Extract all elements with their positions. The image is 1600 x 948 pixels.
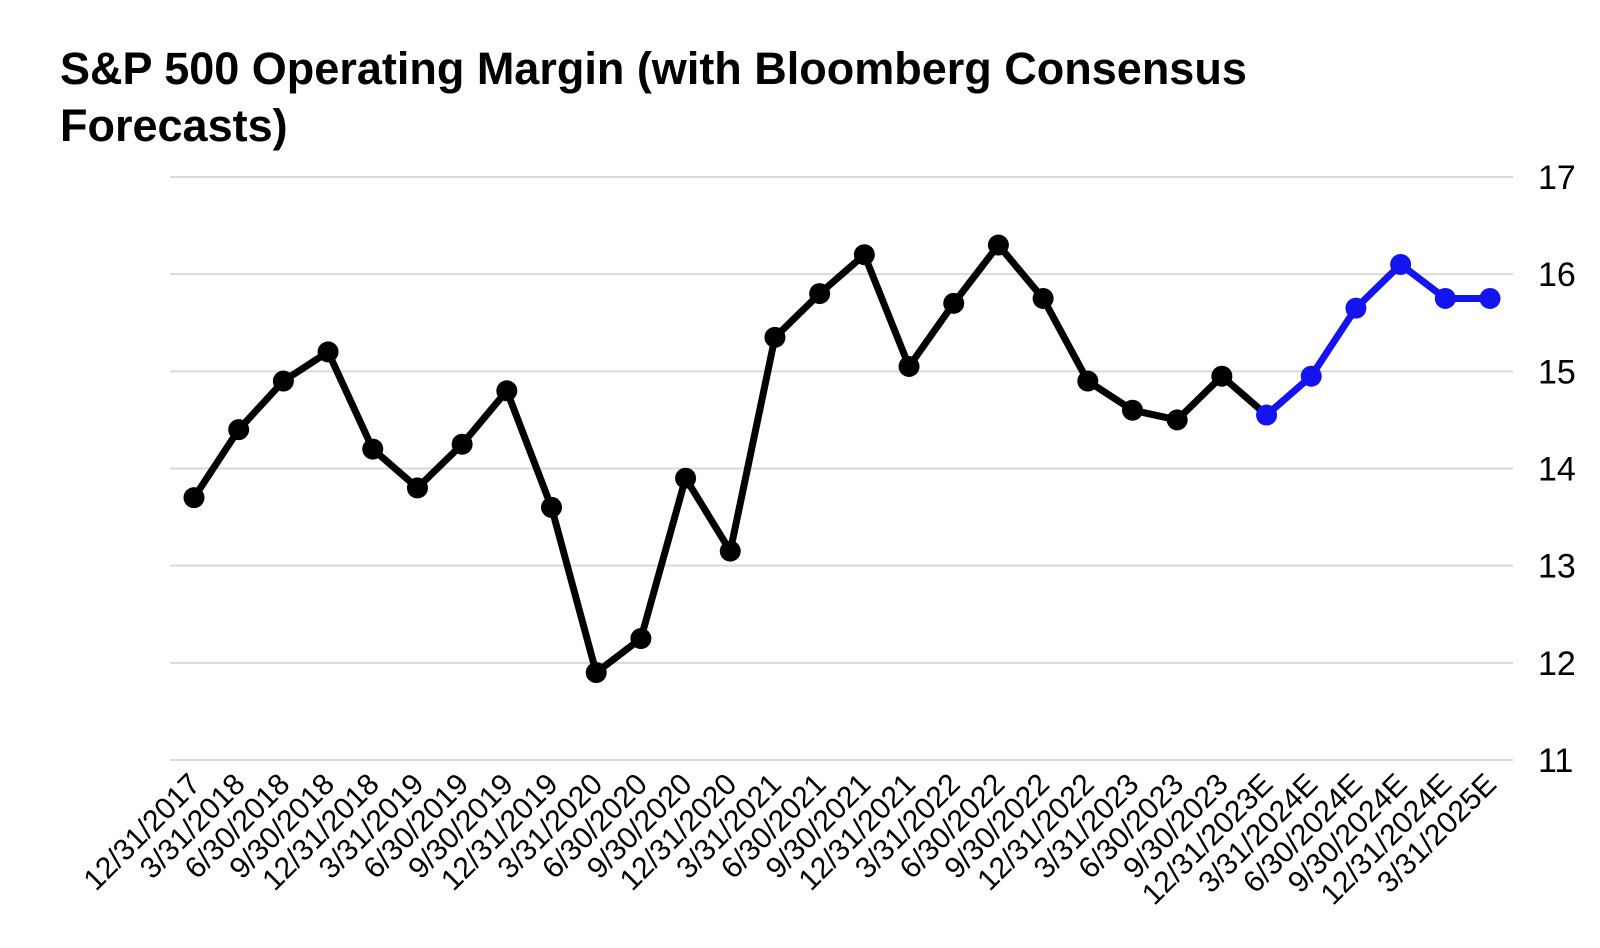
actual-data-point xyxy=(541,496,563,518)
forecast-data-point xyxy=(1390,253,1412,275)
actual-data-point xyxy=(1077,370,1099,392)
actual-data-point xyxy=(987,234,1009,256)
actual-data-point xyxy=(585,662,607,684)
forecast-line xyxy=(1263,260,1494,419)
actual-data-point xyxy=(1121,399,1143,421)
chart-title: S&P 500 Operating Margin (with Bloomberg… xyxy=(60,40,1390,154)
forecast-data-point xyxy=(1434,287,1456,309)
forecast-data-point xyxy=(1479,287,1501,309)
actual-data-point xyxy=(809,283,831,305)
actual-data-point xyxy=(451,433,473,455)
actual-data-point xyxy=(764,326,786,348)
actual-data-point xyxy=(853,244,875,266)
chart-title-line2: Forecasts) xyxy=(60,100,288,151)
actual-data-point xyxy=(630,628,652,650)
y-axis-tick-label: 11 xyxy=(1538,742,1573,780)
y-axis-tick-label: 13 xyxy=(1538,548,1576,586)
actual-data-point xyxy=(362,438,384,460)
chart-title-line1: S&P 500 Operating Margin (with Bloomberg… xyxy=(60,43,1247,94)
actual-data-point xyxy=(675,467,697,489)
forecast-data-point xyxy=(1345,297,1367,319)
actual-data-point xyxy=(406,477,428,499)
actual-line xyxy=(190,241,1271,677)
actual-data-point xyxy=(943,292,965,314)
y-axis-tick-label: 16 xyxy=(1538,256,1576,294)
actual-data-point xyxy=(317,341,339,363)
actual-data-point xyxy=(183,487,205,509)
actual-data-point xyxy=(1032,287,1054,309)
actual-data-point xyxy=(1211,365,1233,387)
actual-data-point xyxy=(898,355,920,377)
y-axis-tick-label: 15 xyxy=(1538,353,1576,391)
actual-data-point xyxy=(228,419,250,441)
actual-data-point xyxy=(719,540,741,562)
actual-data-point xyxy=(272,370,294,392)
y-axis-tick-label: 12 xyxy=(1538,645,1576,683)
y-axis-tick-label: 17 xyxy=(1538,159,1576,197)
y-axis-tick-label: 14 xyxy=(1538,451,1576,489)
forecast-data-point xyxy=(1300,365,1322,387)
forecast-data-point xyxy=(1256,404,1278,426)
actual-data-point xyxy=(496,380,518,402)
actual-data-point xyxy=(1166,409,1188,431)
